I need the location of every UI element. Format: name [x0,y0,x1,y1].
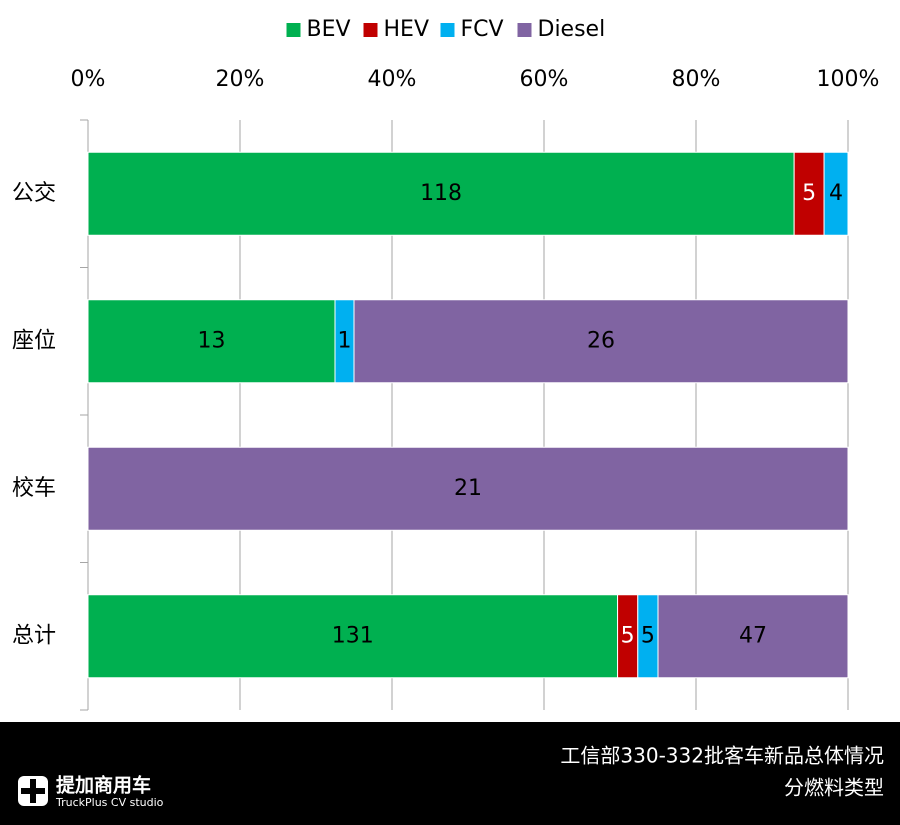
data-label: 4 [829,181,843,206]
data-label: 5 [802,181,816,206]
footer-caption: 分燃料类型 [784,776,884,800]
x-tick-label: 40% [368,67,417,92]
x-tick-label: 20% [216,67,265,92]
legend-label: FCV [461,17,504,42]
bar-segment [353,299,849,384]
bar-segment [823,151,849,236]
data-label: 131 [332,623,374,648]
bar-segment [87,299,336,384]
legend-swatch [517,23,532,37]
y-tick-label: 座位 [12,328,56,353]
data-label: 26 [587,328,615,353]
bar-segment [657,594,849,679]
x-tick-label: 0% [71,67,106,92]
data-label: 47 [739,623,767,648]
data-label: 5 [621,623,635,648]
bar-segment [87,594,619,679]
legend-swatch [440,23,455,37]
logo-icon [18,776,48,806]
data-label: 13 [198,328,226,353]
x-tick-label: 100% [817,67,880,92]
logo-text: 提加商用车 [56,774,151,797]
data-label: 5 [641,623,655,648]
y-tick-label: 公交 [12,181,56,206]
y-tick-label: 校车 [12,476,56,501]
legend-swatch [363,23,378,37]
legend-swatch [286,23,301,37]
x-tick-label: 60% [520,67,569,92]
data-label: 1 [338,328,352,353]
footer-band [0,722,900,825]
data-label: 21 [454,476,482,501]
legend-label: BEV [307,17,351,42]
bar-segment [87,446,849,531]
logo-subtext: TruckPlus CV studio [55,796,164,809]
x-tick-label: 80% [672,67,721,92]
legend-label: HEV [384,17,430,42]
legend-label: Diesel [538,17,606,42]
data-label: 118 [420,181,462,206]
y-tick-label: 总计 [12,623,56,648]
footer-caption: 工信部330-332批客车新品总体情况 [560,744,884,768]
